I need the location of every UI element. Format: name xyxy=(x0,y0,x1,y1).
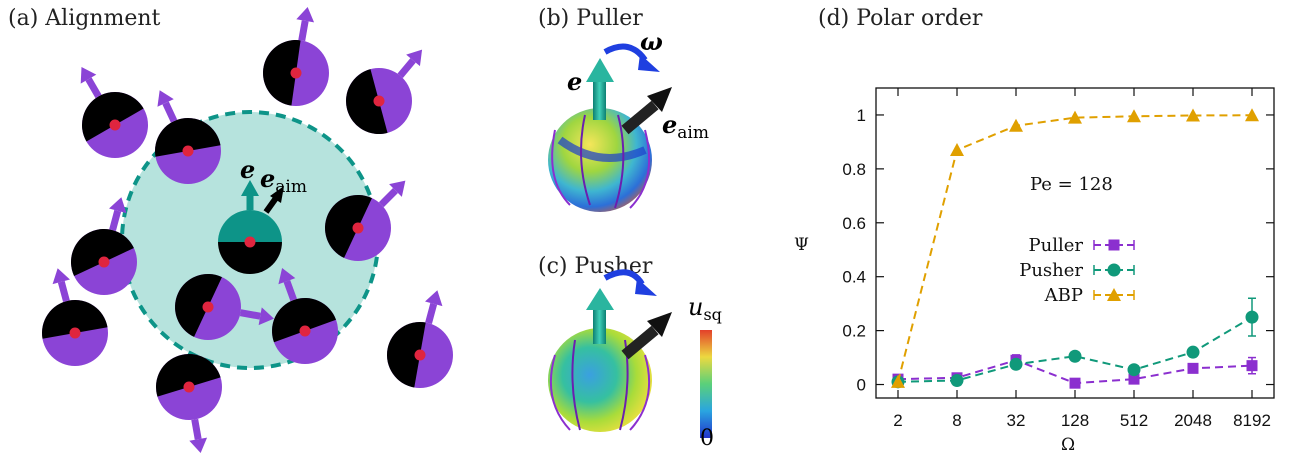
abp-point xyxy=(1186,108,1200,122)
vector-eaim-arrow-c xyxy=(647,312,672,337)
abp-point xyxy=(1245,108,1259,122)
x-tick-label: 512 xyxy=(1120,411,1148,430)
legend-puller-marker xyxy=(1108,239,1120,251)
vector-eaim-label-a: eaim xyxy=(260,164,307,197)
vector-e-label-b: e xyxy=(567,67,582,96)
polar-order-chart: 0 0.2 0.4 0.6 0.8 1 2 8 32 128 512 2048 8192 Ψ Ω Pe… xyxy=(794,87,1275,455)
particle xyxy=(387,290,453,388)
legend-abp-label: ABP xyxy=(1044,285,1083,306)
x-tick-label: 128 xyxy=(1061,411,1089,430)
abp-point xyxy=(1068,110,1082,124)
pe-annotation: Pe = 128 xyxy=(1030,174,1113,195)
particle xyxy=(175,274,274,340)
x-tick-label: 32 xyxy=(1007,411,1026,430)
y-tick-label: 0.6 xyxy=(842,214,866,233)
vector-e-arrow-c xyxy=(586,288,614,310)
y-tick-label: 0.4 xyxy=(842,268,866,287)
omega-arrow xyxy=(603,43,648,62)
pusher-point xyxy=(1127,363,1141,377)
y-tick-label: 0.8 xyxy=(842,160,866,179)
abp-point xyxy=(1009,118,1023,132)
legend-pusher-marker xyxy=(1107,263,1121,277)
puller-point xyxy=(1246,360,1258,372)
particle xyxy=(272,268,338,364)
x-tick-label: 8 xyxy=(952,411,961,430)
particle xyxy=(263,7,329,106)
pusher-point xyxy=(1009,357,1023,371)
vector-eaim-arrow-b xyxy=(647,87,672,112)
particle xyxy=(80,66,148,158)
abp-point xyxy=(1127,109,1141,123)
colorbar-min-label: 0 xyxy=(700,426,714,451)
legend-abp-marker xyxy=(1107,288,1121,301)
particle xyxy=(325,180,406,261)
particle xyxy=(71,197,137,295)
alignment-illustration: e eaim xyxy=(42,7,453,453)
legend-puller-label: Puller xyxy=(1029,235,1084,256)
particle xyxy=(155,90,221,184)
central-particle xyxy=(218,180,284,274)
vector-e-label-a: e xyxy=(240,155,255,184)
pusher-point xyxy=(950,373,964,387)
particle xyxy=(156,354,222,453)
x-tick-label: 2 xyxy=(893,411,902,430)
x-tick-label: 8192 xyxy=(1233,411,1271,430)
x-tick-label: 2048 xyxy=(1174,411,1212,430)
vector-e-arrow-b xyxy=(586,58,614,82)
particle xyxy=(346,49,423,134)
series-abp xyxy=(891,108,1259,388)
panel-b-label: (b) Puller xyxy=(538,6,643,31)
legend-pusher-label: Pusher xyxy=(1019,260,1083,281)
vector-eaim-label-b: eaim xyxy=(662,110,709,143)
colorbar xyxy=(700,330,712,438)
particle-group xyxy=(42,7,453,453)
pusher-point xyxy=(1245,310,1259,324)
y-tick-label: 1 xyxy=(857,106,866,125)
puller-point xyxy=(1128,373,1140,385)
particle xyxy=(42,268,108,366)
abp-point xyxy=(891,374,905,388)
panel-a-label: (a) Alignment xyxy=(8,6,161,31)
y-tick-label: 0.2 xyxy=(842,322,866,341)
colorbar-label: usq xyxy=(688,293,722,324)
rotation-arrow-c xyxy=(603,269,645,286)
pusher-point xyxy=(1068,349,1082,363)
pusher-illustration: usq 0 xyxy=(548,269,722,451)
puller-illustration: e ω eaim xyxy=(548,27,709,212)
y-axis-label: Ψ xyxy=(794,235,809,255)
y-tick-label: 0 xyxy=(857,376,866,395)
puller-point xyxy=(1069,377,1081,389)
omega-label: ω xyxy=(640,27,663,56)
abp-point xyxy=(950,143,964,156)
panel-d-label: (d) Polar order xyxy=(818,6,983,31)
series-pusher xyxy=(891,297,1259,389)
puller-point xyxy=(1187,362,1199,374)
x-axis-label: Ω xyxy=(1061,435,1075,455)
pusher-point xyxy=(1186,345,1200,359)
